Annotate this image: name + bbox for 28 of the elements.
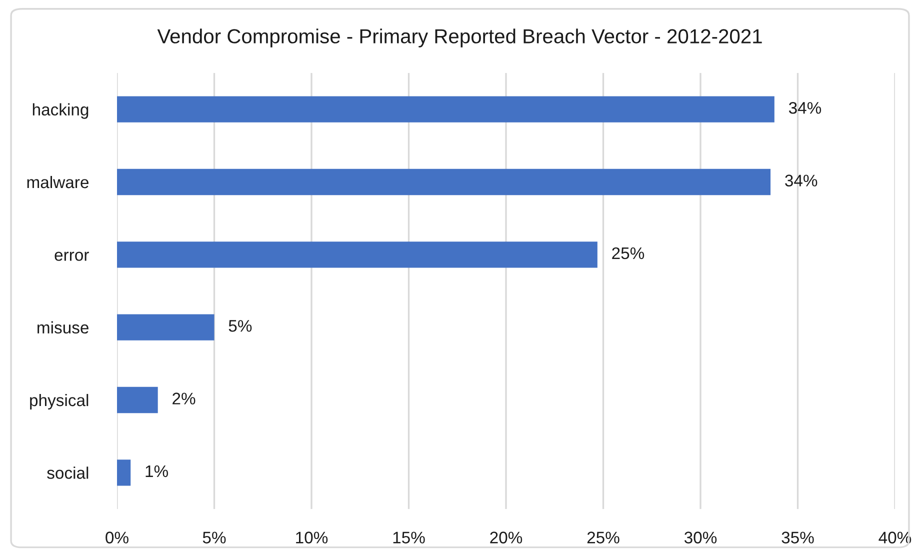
x-tick-label: 5% (202, 532, 226, 544)
x-tick-label: 0% (106, 532, 128, 544)
x-tick-label: 40% (878, 532, 912, 544)
y-tick-label: malware (27, 176, 88, 188)
bar (117, 386, 158, 414)
x-tick-label: 35% (782, 532, 814, 544)
chart-title: Vendor Compromise - Primary Reported Breach Vector - 2012-2021 (157, 28, 762, 48)
data-label: 25% (612, 247, 644, 260)
x-tick-label: 20% (490, 532, 522, 544)
data-label: 34% (785, 174, 818, 186)
data-label: 5% (228, 320, 252, 332)
x-tick-label: 15% (393, 532, 425, 544)
data-label: 34% (788, 102, 822, 114)
y-tick-label: physical (30, 394, 88, 410)
x-tick-label: 30% (684, 532, 717, 544)
bar (117, 460, 131, 486)
data-label: 1% (146, 465, 168, 478)
bar (117, 242, 598, 268)
y-tick-label: hacking (32, 103, 88, 119)
y-tick-label: error (54, 252, 89, 261)
bar (117, 314, 214, 340)
data-label: 2% (172, 392, 196, 404)
bar (117, 168, 771, 196)
y-tick-label: misuse (38, 321, 88, 334)
x-tick-label: 10% (296, 532, 328, 544)
bar (117, 96, 774, 122)
x-tick-label: 25% (587, 532, 620, 544)
y-tick-label: social (47, 466, 88, 479)
